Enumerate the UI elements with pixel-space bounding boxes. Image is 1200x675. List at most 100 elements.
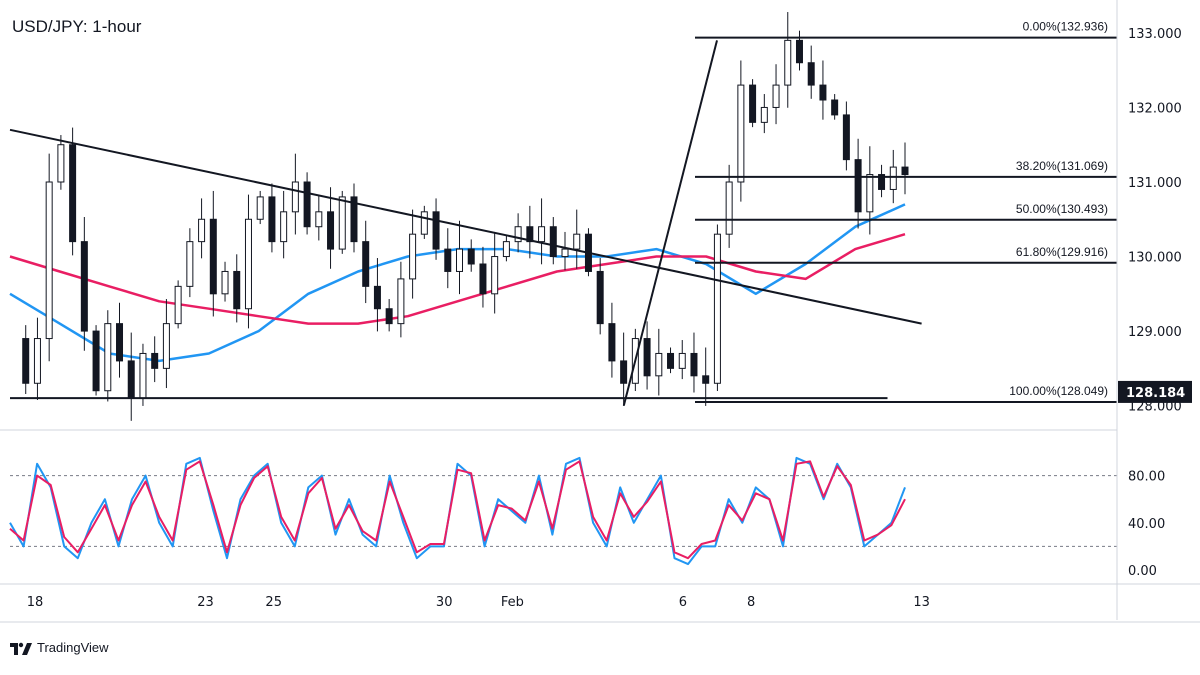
- annotations: 0.00%(132.936) 38.20%(131.069) 50.00%(130.…: [9, 20, 1117, 406]
- candle-down: [901, 166, 909, 176]
- candle-down: [854, 159, 862, 213]
- candle-up: [244, 218, 252, 310]
- candle-down: [842, 114, 850, 161]
- price-tick-label: 131.000: [1128, 176, 1182, 191]
- candle-up: [338, 196, 346, 250]
- candle-down: [667, 352, 675, 369]
- candle-up: [573, 233, 581, 250]
- candle-down: [702, 375, 710, 384]
- candle-down: [233, 270, 241, 310]
- candle-down: [80, 241, 88, 332]
- oscillator-tick-label: 80.00: [1128, 470, 1165, 485]
- moving-average-line: [9, 233, 906, 325]
- candle-up: [33, 338, 41, 384]
- oscillator-series-line: [9, 456, 906, 566]
- candle-up: [737, 84, 745, 183]
- candle-up: [889, 166, 897, 190]
- last-price-box: [1118, 380, 1192, 403]
- oscillator-tick-label: 40.00: [1128, 517, 1165, 532]
- price-tick-label: 130.000: [1128, 251, 1182, 266]
- time-tick-label: 13: [913, 595, 930, 610]
- time-tick-label: 8: [747, 595, 755, 610]
- price-tick-label: 129.000: [1128, 325, 1182, 340]
- fibonacci-level-label: 50.00%(130.493): [1016, 202, 1108, 216]
- price-tick-label: 133.000: [1128, 27, 1182, 42]
- candle-up: [256, 196, 264, 220]
- fibonacci-level-label: 38.20%(131.069): [1016, 159, 1108, 173]
- candle-up: [713, 233, 721, 384]
- candle-down: [549, 226, 557, 258]
- candle-up: [561, 248, 569, 258]
- candle-up: [174, 285, 182, 325]
- time-tick-label: 23: [197, 595, 214, 610]
- candle-down: [878, 174, 886, 190]
- candle-down: [807, 62, 815, 86]
- fibonacci-level-label: 61.80%(129.916): [1016, 245, 1108, 259]
- fibonacci-level-label: 100.00%(128.049): [1009, 384, 1108, 398]
- candle-up: [291, 181, 299, 213]
- candle-up: [280, 211, 288, 243]
- candle-up: [514, 226, 522, 243]
- price-tick-label: 128.000: [1128, 400, 1182, 415]
- oscillator-series-line: [9, 460, 906, 560]
- candle-down: [795, 39, 803, 64]
- candle-up: [45, 181, 53, 340]
- price-tick-label: 132.000: [1128, 101, 1182, 116]
- candle-up: [866, 174, 874, 213]
- oscillator-tick-label: 0.00: [1128, 564, 1157, 579]
- candle-up: [162, 323, 170, 369]
- time-tick-label: 30: [436, 595, 453, 610]
- tradingview-logo-icon: [10, 642, 32, 655]
- candle-up: [315, 211, 323, 228]
- candle-down: [127, 360, 135, 399]
- last-price-label: 128.184: [1126, 386, 1185, 401]
- trendline: [9, 128, 922, 325]
- candle-down: [362, 241, 370, 287]
- candle-down: [385, 308, 393, 325]
- candle-down: [151, 352, 159, 369]
- brand-name: TradingView: [37, 640, 109, 655]
- price-pane: [9, 12, 909, 421]
- oscillator-pane: [9, 456, 1117, 566]
- fibonacci-level-label: 0.00%(132.936): [1023, 20, 1108, 34]
- time-tick-label: 18: [27, 595, 44, 610]
- candle-up: [139, 352, 147, 399]
- candle-down: [268, 196, 276, 243]
- candle-down: [92, 330, 100, 392]
- candle-down: [526, 226, 534, 243]
- candle-up: [725, 181, 733, 235]
- candle-up: [420, 211, 428, 235]
- candle-down: [350, 196, 358, 243]
- candle-up: [57, 144, 65, 183]
- candle-up: [772, 84, 780, 108]
- candle-up: [198, 218, 206, 243]
- candle-down: [22, 338, 30, 384]
- candle-down: [831, 99, 839, 116]
- candle-down: [479, 263, 487, 295]
- candle-up: [186, 241, 194, 287]
- trendline: [622, 40, 718, 406]
- candle-down: [690, 352, 698, 377]
- candle-down: [643, 338, 651, 377]
- candle-down: [467, 248, 475, 265]
- time-tick-label: Feb: [501, 595, 524, 610]
- candle-down: [444, 248, 452, 272]
- candle-down: [327, 211, 335, 250]
- candle-up: [784, 39, 792, 86]
- candle-up: [655, 352, 663, 377]
- time-tick-label: 6: [679, 595, 687, 610]
- brand-mark: TradingView: [10, 640, 109, 655]
- candle-down: [819, 84, 827, 101]
- candle-up: [456, 248, 463, 272]
- candle-down: [303, 181, 311, 228]
- candle-up: [538, 226, 546, 243]
- candle-up: [491, 256, 499, 295]
- candle-up: [397, 278, 405, 325]
- chart-title: USD/JPY: 1-hour: [12, 17, 142, 36]
- candle-up: [760, 106, 768, 123]
- candle-down: [608, 323, 616, 362]
- candle-up: [678, 352, 686, 369]
- candle-up: [409, 233, 417, 280]
- candle-down: [116, 323, 124, 362]
